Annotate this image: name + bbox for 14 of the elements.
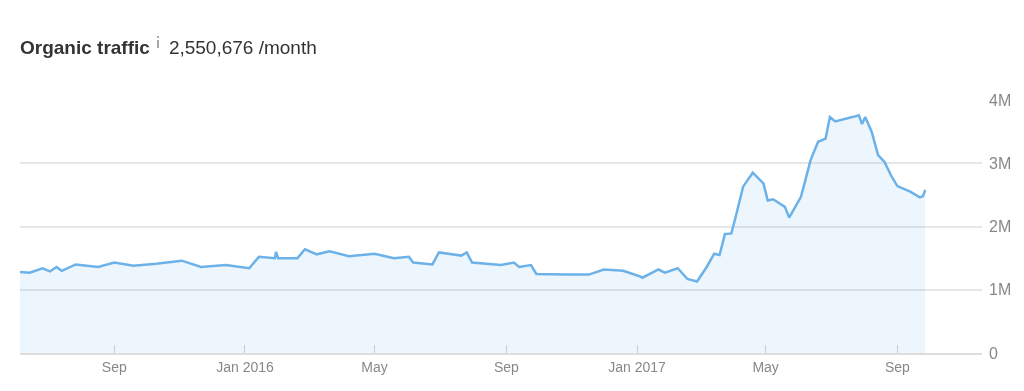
y-tick-label: 4M: [989, 91, 1012, 109]
y-tick-label: 3M: [989, 154, 1012, 172]
y-tick-label: 0: [989, 344, 998, 362]
x-tick-label: Jan 2016: [216, 358, 274, 375]
x-tick-label: May: [361, 358, 388, 375]
x-tick-label: Sep: [101, 358, 127, 375]
y-tick-label: 2M: [989, 218, 1012, 236]
x-tick-label: Sep: [493, 358, 520, 375]
x-tick-label: Sep: [884, 358, 911, 375]
x-tick-label: May: [752, 358, 779, 375]
chart-title: Organic traffic: [20, 37, 150, 58]
chart-subtitle: 2,550,676 /month: [168, 37, 317, 58]
y-tick-label: 1M: [989, 281, 1012, 299]
x-tick-label: Jan 2017: [608, 358, 667, 375]
